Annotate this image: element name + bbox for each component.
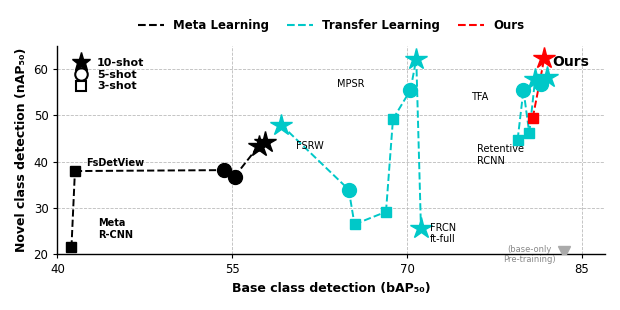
Text: Ours: Ours [552,55,590,69]
Text: Meta
R-CNN: Meta R-CNN [98,218,133,240]
Text: FRCN
ft-full: FRCN ft-full [430,223,456,244]
X-axis label: Base class detection (bAP₅₀): Base class detection (bAP₅₀) [232,282,430,295]
Legend: 10-shot, 5-shot, 3-shot: 10-shot, 5-shot, 3-shot [66,54,149,96]
Y-axis label: Novel class detection (nAP₅₀): Novel class detection (nAP₅₀) [15,48,28,252]
Text: FsDetView: FsDetView [87,158,144,168]
Text: (base-only
Pre-training): (base-only Pre-training) [503,245,556,264]
Text: Retentive
RCNN: Retentive RCNN [477,144,524,166]
Text: FSRW: FSRW [296,140,324,151]
Text: TFA: TFA [471,92,489,102]
Text: MPSR: MPSR [337,79,365,89]
